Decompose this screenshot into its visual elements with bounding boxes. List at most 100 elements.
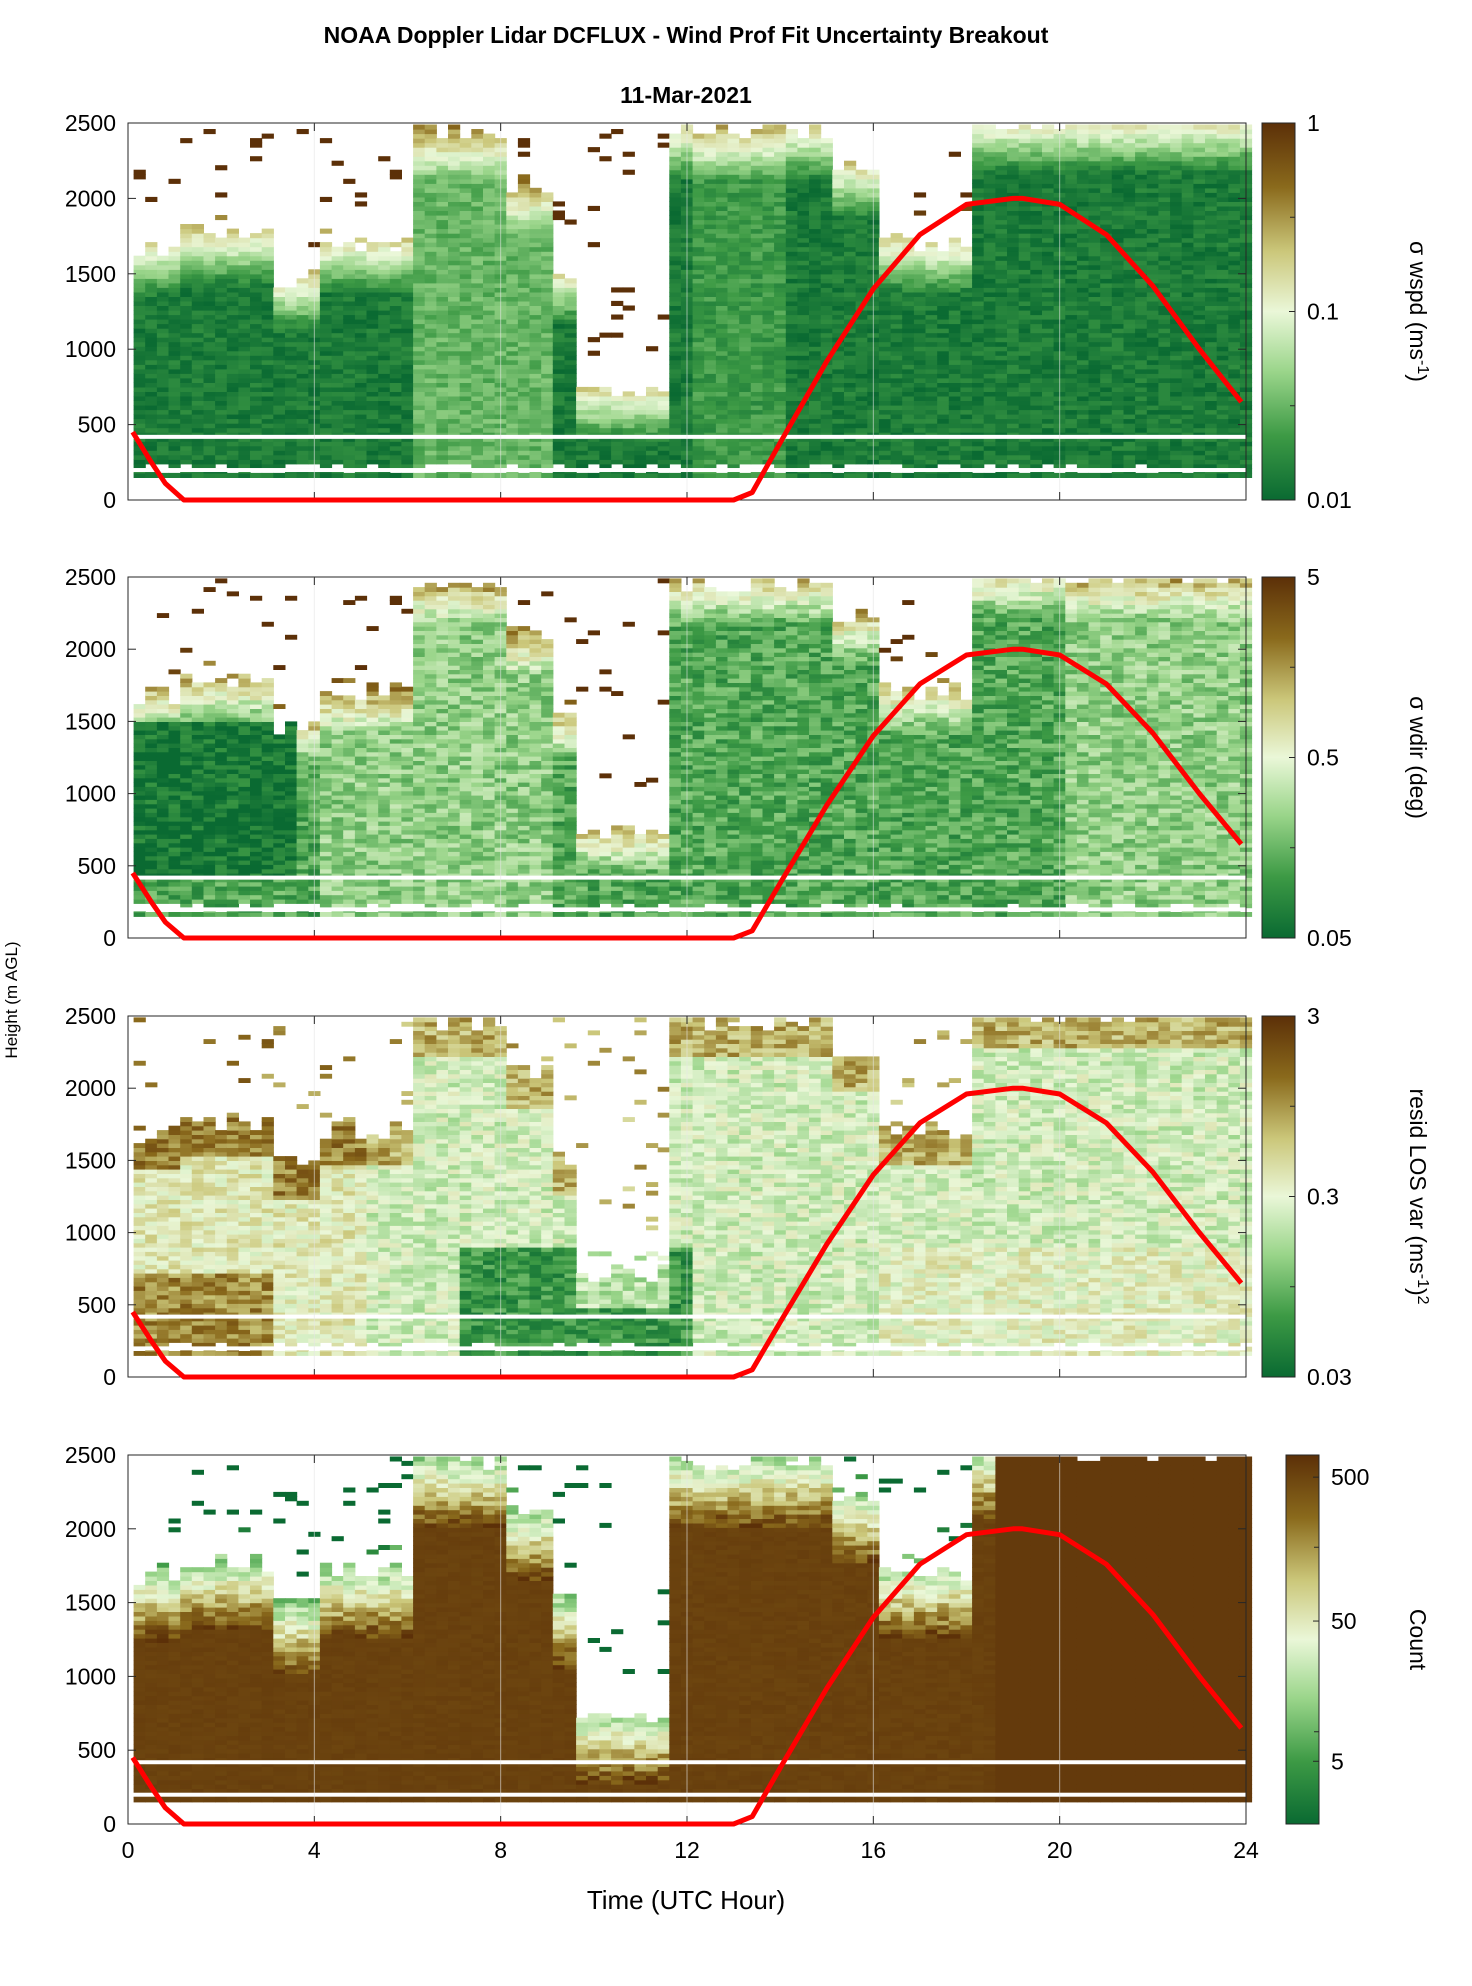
heatmap-cell bbox=[390, 391, 402, 396]
heatmap-cell bbox=[134, 410, 146, 415]
heatmap-cell bbox=[215, 364, 227, 369]
heatmap-cell bbox=[960, 396, 972, 401]
heatmap-cell bbox=[634, 396, 646, 401]
heatmap-cell bbox=[192, 428, 204, 433]
heatmap-cell bbox=[1030, 242, 1042, 247]
heatmap-cell bbox=[471, 152, 483, 157]
heatmap-cell bbox=[297, 301, 309, 306]
heatmap-cell bbox=[460, 215, 472, 220]
heatmap-cell bbox=[891, 473, 903, 478]
heatmap-cell bbox=[436, 414, 448, 419]
heatmap-cell bbox=[774, 351, 786, 356]
x-axis-label: Time (UTC Hour) bbox=[587, 1885, 785, 1915]
heatmap-cell bbox=[390, 242, 402, 247]
heatmap-cell bbox=[332, 473, 344, 478]
heatmap-cell bbox=[728, 333, 740, 338]
heatmap-cell bbox=[739, 301, 751, 306]
heatmap-cell bbox=[774, 369, 786, 374]
heatmap-cell bbox=[669, 188, 681, 193]
heatmap-cell bbox=[669, 396, 681, 401]
heatmap-cell bbox=[1007, 242, 1019, 247]
heatmap-cell bbox=[238, 247, 250, 252]
heatmap-cell bbox=[1089, 161, 1101, 166]
heatmap-cell bbox=[460, 382, 472, 387]
heatmap-cell bbox=[774, 283, 786, 288]
heatmap-cell bbox=[1042, 396, 1054, 401]
heatmap-cell bbox=[413, 251, 425, 256]
heatmap-cell bbox=[1089, 174, 1101, 179]
heatmap-cell bbox=[1065, 396, 1077, 401]
heatmap-cell bbox=[530, 333, 542, 338]
heatmap-cell bbox=[984, 387, 996, 392]
heatmap-cell bbox=[401, 337, 413, 342]
heatmap-cell bbox=[565, 369, 577, 374]
heatmap-cell bbox=[215, 251, 227, 256]
heatmap-cell bbox=[1077, 401, 1089, 406]
heatmap-cell bbox=[984, 459, 996, 464]
heatmap-cell bbox=[1077, 134, 1089, 139]
heatmap-cell bbox=[204, 351, 216, 356]
heatmap-cell bbox=[646, 401, 658, 406]
heatmap-cell bbox=[704, 220, 716, 225]
heatmap-cell bbox=[984, 256, 996, 261]
heatmap-cell bbox=[704, 378, 716, 383]
heatmap-cell bbox=[273, 324, 285, 329]
heatmap-cell bbox=[1019, 319, 1031, 324]
heatmap-cell bbox=[425, 129, 437, 134]
heatmap-cell bbox=[215, 215, 227, 220]
heatmap-cell bbox=[238, 315, 250, 320]
heatmap-cell bbox=[693, 224, 705, 229]
heatmap-cell bbox=[250, 265, 262, 270]
heatmap-cell bbox=[1007, 161, 1019, 166]
heatmap-cell bbox=[215, 269, 227, 274]
heatmap-cell bbox=[937, 333, 949, 338]
heatmap-cell bbox=[728, 251, 740, 256]
heatmap-cell bbox=[763, 351, 775, 356]
heatmap-cell bbox=[1089, 165, 1101, 170]
heatmap-cell bbox=[401, 301, 413, 306]
heatmap-cell bbox=[1007, 419, 1019, 424]
heatmap-cell bbox=[856, 428, 868, 433]
heatmap-cell bbox=[856, 333, 868, 338]
heatmap-cell bbox=[995, 224, 1007, 229]
heatmap-cell bbox=[483, 423, 495, 428]
heatmap-cell bbox=[332, 396, 344, 401]
heatmap-cell bbox=[751, 283, 763, 288]
heatmap-cell bbox=[157, 337, 169, 342]
heatmap-cell bbox=[215, 446, 227, 451]
heatmap-cell bbox=[134, 473, 146, 478]
heatmap-cell bbox=[658, 315, 670, 320]
heatmap-cell bbox=[448, 188, 460, 193]
heatmap-cell bbox=[704, 197, 716, 202]
heatmap-cell bbox=[821, 292, 833, 297]
heatmap-cell bbox=[728, 414, 740, 419]
heatmap-cell bbox=[320, 269, 332, 274]
heatmap-cell bbox=[215, 274, 227, 279]
heatmap-cell bbox=[448, 134, 460, 139]
heatmap-cell bbox=[1077, 161, 1089, 166]
heatmap-cell bbox=[926, 459, 938, 464]
heatmap-cell bbox=[856, 391, 868, 396]
heatmap-cell bbox=[786, 278, 798, 283]
heatmap-cell bbox=[285, 310, 297, 315]
heatmap-cell bbox=[751, 174, 763, 179]
heatmap-cell bbox=[809, 301, 821, 306]
heatmap-cell bbox=[518, 441, 530, 446]
heatmap-cell bbox=[972, 351, 984, 356]
heatmap-cell bbox=[180, 473, 192, 478]
heatmap-cell bbox=[448, 410, 460, 415]
heatmap-cell bbox=[1100, 405, 1112, 410]
heatmap-cell bbox=[984, 179, 996, 184]
heatmap-cell bbox=[448, 143, 460, 148]
heatmap-cell bbox=[262, 419, 274, 424]
heatmap-cell bbox=[471, 441, 483, 446]
heatmap-cell bbox=[693, 233, 705, 238]
heatmap-cell bbox=[1077, 306, 1089, 311]
heatmap-cell bbox=[960, 387, 972, 392]
heatmap-cell bbox=[1019, 256, 1031, 261]
heatmap-cell bbox=[145, 251, 157, 256]
heatmap-cell bbox=[821, 206, 833, 211]
heatmap-cell bbox=[1042, 324, 1054, 329]
heatmap-cell bbox=[134, 396, 146, 401]
heatmap-cell bbox=[984, 138, 996, 143]
